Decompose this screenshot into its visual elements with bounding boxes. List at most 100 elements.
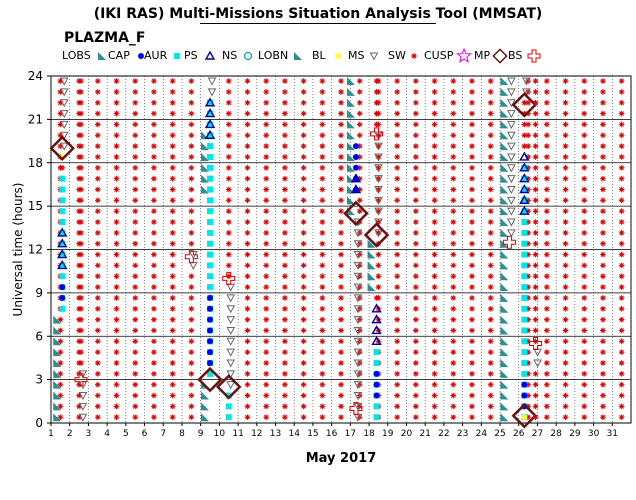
sw-mark xyxy=(282,371,288,377)
sw-mark xyxy=(263,186,269,193)
sw-mark xyxy=(300,219,307,225)
sw-mark xyxy=(600,121,606,128)
sw-mark xyxy=(581,78,588,84)
sw-mark xyxy=(94,230,101,236)
sw-mark xyxy=(413,316,419,323)
sw-mark xyxy=(394,230,400,236)
x-tick-label: 18 xyxy=(363,429,375,439)
sw-mark xyxy=(338,371,344,377)
sw-mark xyxy=(151,414,157,421)
sw-mark xyxy=(413,78,419,84)
sw-mark xyxy=(544,403,550,410)
sw-mark xyxy=(57,414,64,421)
sw-mark xyxy=(394,165,400,171)
sw-mark xyxy=(319,197,326,204)
aur-mark xyxy=(521,175,528,182)
sw-mark xyxy=(544,110,550,117)
sw-mark xyxy=(78,240,84,247)
lobs-mark xyxy=(53,358,62,367)
sw-mark xyxy=(544,262,550,269)
ps-mark xyxy=(57,249,68,259)
sw-mark xyxy=(600,165,606,171)
sw-mark xyxy=(544,392,550,399)
ms-mark xyxy=(374,196,383,205)
sw-mark xyxy=(94,403,101,410)
sw-mark xyxy=(244,143,251,149)
sw-mark xyxy=(450,121,457,128)
lobs-mark xyxy=(346,87,355,96)
sw-mark xyxy=(450,99,457,106)
sw-mark xyxy=(487,165,494,171)
sw-mark xyxy=(151,305,157,312)
x-tick-label: 13 xyxy=(270,429,281,439)
sw-mark xyxy=(532,381,539,388)
sw-mark xyxy=(319,110,326,117)
sw-mark xyxy=(132,284,138,290)
sw-mark xyxy=(562,186,569,193)
sw-mark xyxy=(78,219,84,225)
sw-mark xyxy=(151,78,157,84)
sw-mark xyxy=(94,197,101,204)
sw-mark xyxy=(450,371,457,377)
sw-mark xyxy=(244,230,251,236)
sw-mark xyxy=(394,110,400,117)
sw-mark xyxy=(225,165,232,171)
sw-mark xyxy=(431,219,438,225)
sw-mark xyxy=(169,154,176,160)
sw-mark xyxy=(544,132,550,139)
sw-mark xyxy=(132,121,138,128)
sw-mark xyxy=(319,99,326,106)
sw-mark xyxy=(600,175,606,182)
sw-mark xyxy=(600,110,606,117)
sw-mark xyxy=(319,349,326,355)
sw-mark xyxy=(78,273,84,280)
sw-mark xyxy=(319,295,326,301)
bs-mark xyxy=(502,235,516,249)
sw-mark xyxy=(282,327,288,334)
sw-mark xyxy=(431,132,438,139)
sw-mark xyxy=(581,186,588,193)
ms-mark xyxy=(353,392,363,401)
sw-mark xyxy=(581,110,588,117)
sw-mark xyxy=(600,338,606,345)
sw-mark xyxy=(188,414,195,421)
sw-mark xyxy=(282,78,288,84)
sw-mark xyxy=(282,165,288,171)
sw-mark xyxy=(394,219,400,225)
sw-mark xyxy=(113,78,120,84)
sw-mark xyxy=(132,154,138,160)
sw-mark xyxy=(581,99,588,106)
sw-mark xyxy=(394,284,400,290)
sw-mark xyxy=(57,371,64,377)
sw-mark xyxy=(94,360,101,366)
sw-mark xyxy=(282,392,288,399)
sw-mark xyxy=(618,154,625,160)
sw-mark xyxy=(487,251,494,258)
sw-mark xyxy=(394,240,400,247)
sw-mark xyxy=(113,262,120,269)
aur-mark xyxy=(521,273,528,280)
sw-mark xyxy=(373,121,380,128)
sw-mark xyxy=(431,175,438,182)
cap-mark xyxy=(207,359,214,366)
sw-mark xyxy=(431,371,438,377)
cap-mark xyxy=(373,392,380,399)
sw-mark xyxy=(521,143,528,149)
sw-mark xyxy=(169,208,176,214)
sw-mark xyxy=(338,78,344,84)
sw-mark xyxy=(188,143,195,149)
aur-mark xyxy=(207,229,214,236)
ms-mark xyxy=(353,261,363,270)
sw-mark xyxy=(263,197,269,204)
down-triangle-icon xyxy=(369,52,379,61)
sw-mark xyxy=(413,327,419,334)
sw-mark xyxy=(413,403,419,410)
sw-mark xyxy=(487,403,494,410)
sw-mark xyxy=(469,240,475,247)
sw-mark xyxy=(562,208,569,214)
sw-mark xyxy=(600,219,606,225)
sw-mark xyxy=(469,371,475,377)
sw-mark xyxy=(450,154,457,160)
lobs-mark xyxy=(201,391,210,400)
sw-mark xyxy=(113,273,120,280)
